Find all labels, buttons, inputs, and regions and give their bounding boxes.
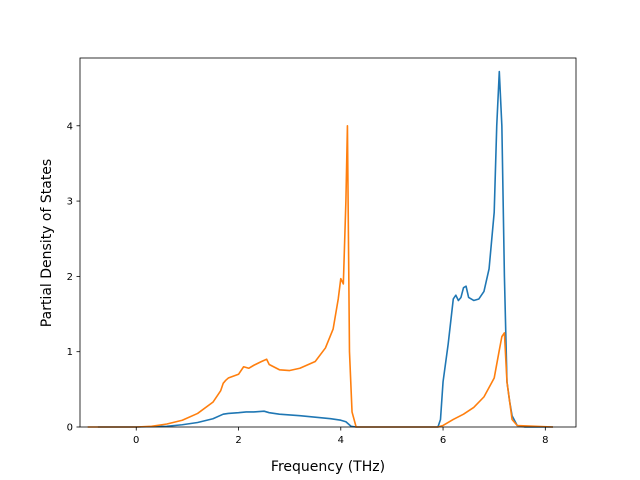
y-tick-label: 1 bbox=[67, 347, 73, 358]
y-tick-label: 0 bbox=[67, 423, 73, 434]
x-axis-label: Frequency (THz) bbox=[271, 459, 385, 475]
y-tick-label: 2 bbox=[67, 272, 73, 283]
axes-frame bbox=[79, 57, 577, 428]
x-tick-label: 8 bbox=[542, 435, 548, 446]
x-tick-label: 4 bbox=[338, 435, 344, 446]
y-tick-label: 4 bbox=[67, 121, 73, 132]
x-tick-label: 0 bbox=[133, 435, 139, 446]
series-line-2 bbox=[87, 124, 554, 428]
series-line-1 bbox=[97, 70, 553, 428]
plot-area bbox=[80, 58, 576, 427]
series-layer bbox=[87, 70, 554, 428]
x-ticks: 0 2 4 6 8 bbox=[133, 427, 549, 446]
x-tick-label: 6 bbox=[440, 435, 446, 446]
y-axis-label: Partial Density of States bbox=[39, 159, 55, 327]
x-tick-label: 2 bbox=[235, 435, 241, 446]
y-tick-label: 3 bbox=[67, 197, 73, 208]
y-ticks: 0 1 2 3 4 bbox=[67, 121, 80, 434]
